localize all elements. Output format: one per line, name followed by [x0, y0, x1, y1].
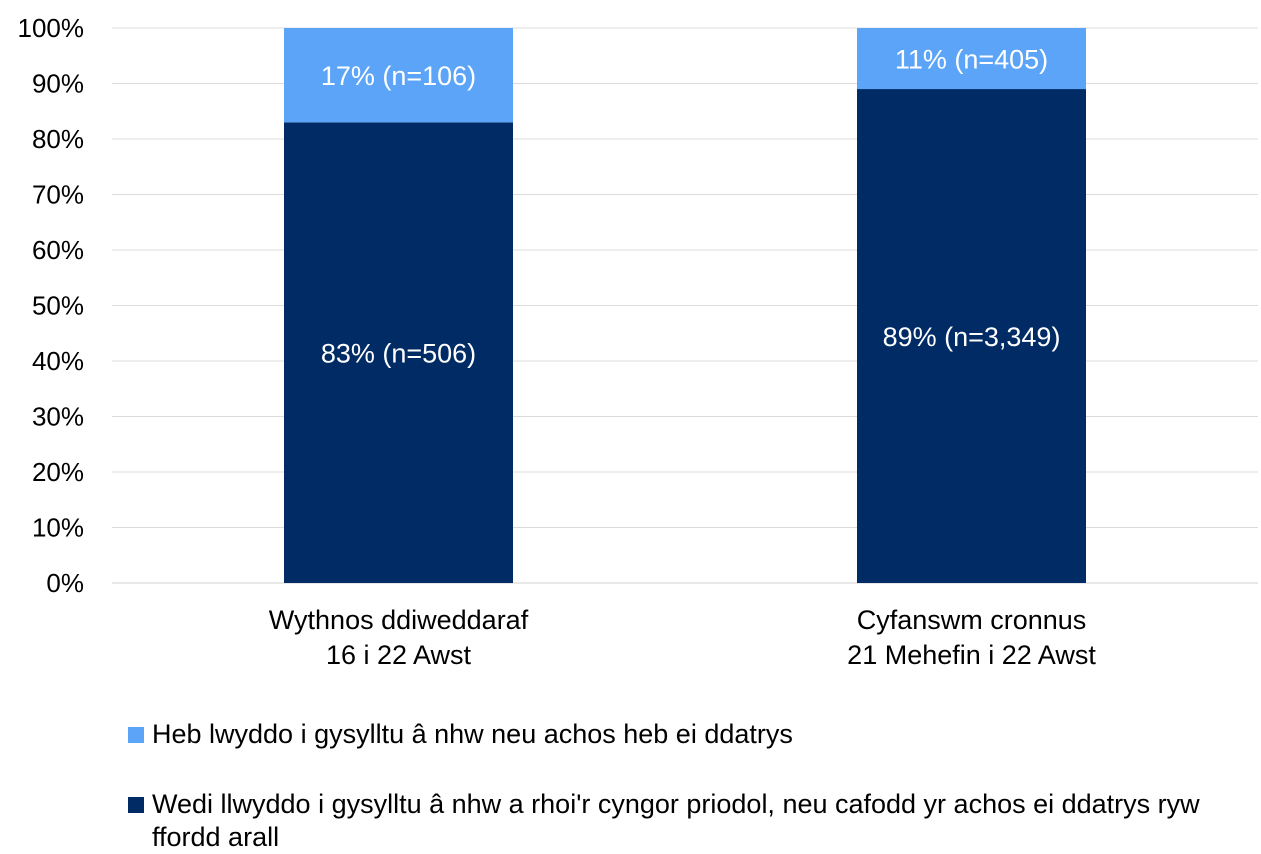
legend-swatch-resolved: [128, 797, 144, 813]
legend-label-unresolved: Heb lwyddo i gysylltu â nhw neu achos he…: [152, 719, 793, 749]
bar-segment: [284, 28, 513, 123]
bar-segment: [857, 89, 1086, 584]
data-label: 89% (n=3,349): [883, 322, 1061, 352]
y-tick-label: 70%: [32, 180, 84, 210]
x-category-label: Cyfanswm cronnus: [857, 605, 1087, 635]
legend-item-resolved: Wedi llwyddo i gysylltu â nhw a rhoi'r c…: [128, 788, 1228, 854]
y-tick-label: 50%: [32, 291, 84, 321]
data-label: 83% (n=506): [321, 339, 476, 369]
y-tick-label: 20%: [32, 457, 84, 487]
stacked-bar-chart: 0% 10% 20% 30% 40% 50% 60% 70% 80% 90% 100% 83% (n=…: [18, 13, 1258, 670]
y-tick-label: 100%: [18, 13, 85, 43]
y-tick-label: 60%: [32, 235, 84, 265]
data-label: 11% (n=405): [895, 45, 1048, 75]
legend-item-unresolved: Heb lwyddo i gysylltu â nhw neu achos he…: [128, 718, 1228, 751]
x-category-label: 16 i 22 Awst: [326, 640, 472, 670]
x-category-label: Wythnos ddiweddaraf: [269, 605, 529, 635]
y-tick-label: 30%: [32, 402, 84, 432]
y-tick-label: 0%: [46, 568, 84, 598]
bar-segment: [857, 28, 1086, 90]
legend-swatch-unresolved: [128, 727, 144, 743]
y-tick-label: 90%: [32, 69, 84, 99]
bar-segment: [284, 122, 513, 583]
y-tick-label: 40%: [32, 346, 84, 376]
x-category-label: 21 Mehefin i 22 Awst: [847, 640, 1096, 670]
data-label: 17% (n=106): [321, 61, 476, 91]
y-tick-label: 80%: [32, 124, 84, 154]
y-tick-label: 10%: [32, 513, 84, 543]
legend-label-resolved: Wedi llwyddo i gysylltu â nhw a rhoi'r c…: [152, 789, 1200, 852]
